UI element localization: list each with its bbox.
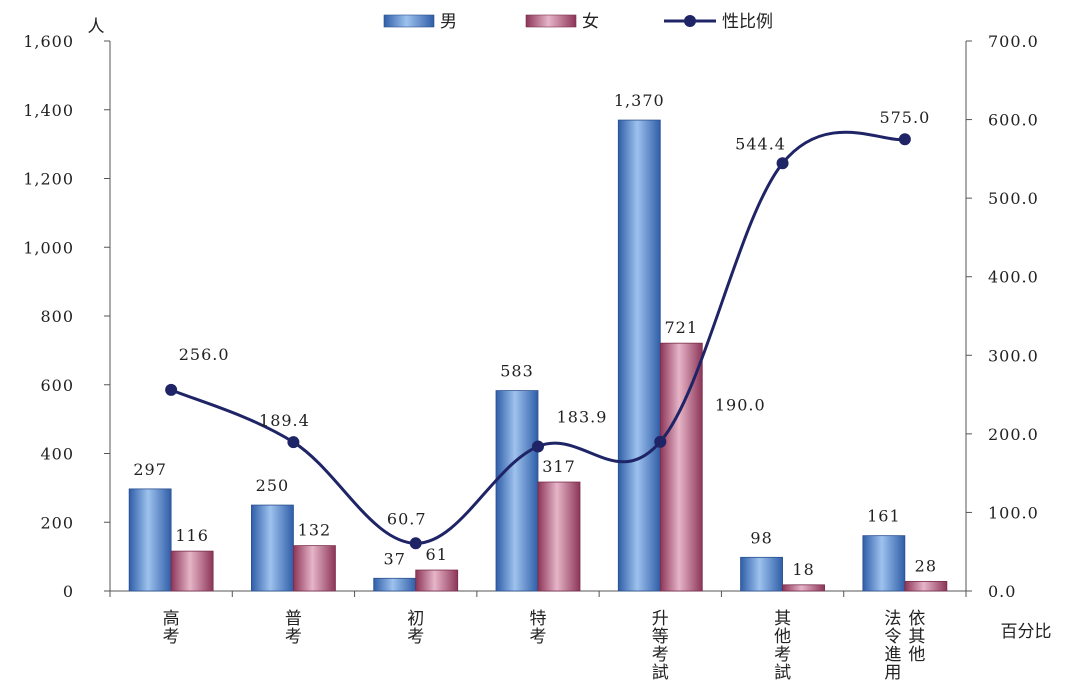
data-label-ratio: 256.0 — [179, 345, 230, 364]
ratio-line — [165, 130, 911, 550]
left-tick-label: 0 — [63, 582, 74, 601]
data-label-ratio: 183.9 — [557, 408, 608, 427]
data-label-female: 132 — [298, 521, 332, 540]
bar-male — [740, 556, 783, 592]
right-axis-label: 百分比 — [1001, 622, 1052, 642]
bar-female — [293, 545, 336, 592]
ratio-point — [532, 440, 544, 453]
bar-female — [782, 584, 825, 592]
bar-female — [170, 550, 214, 592]
category-label: 特考 — [530, 609, 547, 647]
data-label-female: 116 — [175, 526, 209, 545]
right-tick-label: 600.0 — [988, 111, 1039, 130]
data-label-male: 297 — [133, 460, 167, 479]
ratio-point — [287, 436, 300, 449]
bar-female — [415, 569, 459, 592]
bar-male — [495, 390, 539, 592]
data-label-female: 317 — [542, 457, 576, 476]
left-tick-label: 800 — [40, 307, 74, 326]
left-tick-label: 1,400 — [23, 101, 74, 120]
category-label: 升等考試 — [652, 609, 669, 683]
bar-female — [537, 481, 581, 592]
category-label: 初考 — [407, 609, 424, 647]
category-label: 高考 — [163, 609, 180, 647]
data-label-ratio: 189.4 — [259, 411, 310, 430]
data-label-ratio: 575.0 — [879, 108, 930, 127]
data-label-female: 61 — [426, 545, 448, 564]
bar-female — [659, 342, 703, 592]
left-tick-label: 200 — [40, 513, 74, 532]
bar-male — [373, 577, 417, 592]
left-tick-label: 1,000 — [23, 238, 74, 257]
legend-label-ratio: 性比例 — [722, 12, 773, 32]
data-label-ratio: 190.0 — [715, 396, 766, 415]
category-label: 依其他 — [908, 609, 925, 665]
data-label-ratio: 544.4 — [735, 134, 786, 153]
legend-swatch-male — [383, 14, 435, 28]
right-tick-label: 200.0 — [988, 425, 1039, 444]
legend-swatch-female — [525, 14, 577, 28]
category-label: 其他考試 — [774, 609, 791, 683]
legend-label-male: 男 — [440, 12, 457, 32]
legend-marker-ratio — [684, 15, 696, 27]
data-label-female: 721 — [665, 318, 699, 337]
bar-female — [904, 580, 948, 592]
data-label-male: 250 — [256, 476, 290, 495]
right-tick-label: 700.0 — [988, 32, 1039, 51]
bar-male — [617, 119, 661, 592]
left-tick-label: 1,200 — [23, 170, 74, 189]
data-label-ratio: 60.7 — [387, 509, 427, 528]
category-label: 普考 — [285, 609, 302, 647]
bar-male — [251, 504, 294, 592]
right-tick-label: 300.0 — [988, 346, 1039, 365]
legend-label-female: 女 — [582, 12, 599, 32]
axes: 0 200 400 600 800 1,000 1,200 1,400 1,600 0.0 100.… — [23, 17, 1051, 683]
ratio-point — [654, 435, 667, 448]
left-tick-label: 400 — [40, 445, 74, 464]
right-tick-label: 100.0 — [988, 503, 1039, 522]
data-label-female: 18 — [792, 560, 814, 579]
data-label-male: 37 — [384, 549, 406, 568]
bars — [128, 119, 948, 592]
data-labels: 297 250 37 583 1,370 98 161 116 132 61 317 721 18 28 2… — [133, 91, 937, 579]
data-label-male: 98 — [750, 528, 772, 547]
data-label-male: 1,370 — [614, 91, 665, 110]
legend: 男 女 性比例 — [383, 12, 773, 32]
left-axis-label: 人 — [88, 17, 105, 37]
bar-male — [862, 535, 906, 592]
right-tick-label: 500.0 — [988, 189, 1039, 208]
left-tick-label: 600 — [40, 376, 74, 395]
category-label: 法令進用 — [884, 609, 901, 683]
left-tick-label: 1,600 — [23, 32, 74, 51]
bar-male — [128, 488, 172, 592]
ratio-point — [776, 157, 789, 170]
ratio-point — [409, 537, 422, 550]
right-tick-label: 400.0 — [988, 268, 1039, 287]
data-label-male: 583 — [500, 362, 534, 381]
data-label-male: 161 — [867, 507, 901, 526]
right-tick-label: 0.0 — [988, 582, 1016, 601]
ratio-point — [898, 133, 911, 146]
ratio-point — [165, 383, 178, 396]
data-label-female: 28 — [915, 556, 937, 575]
